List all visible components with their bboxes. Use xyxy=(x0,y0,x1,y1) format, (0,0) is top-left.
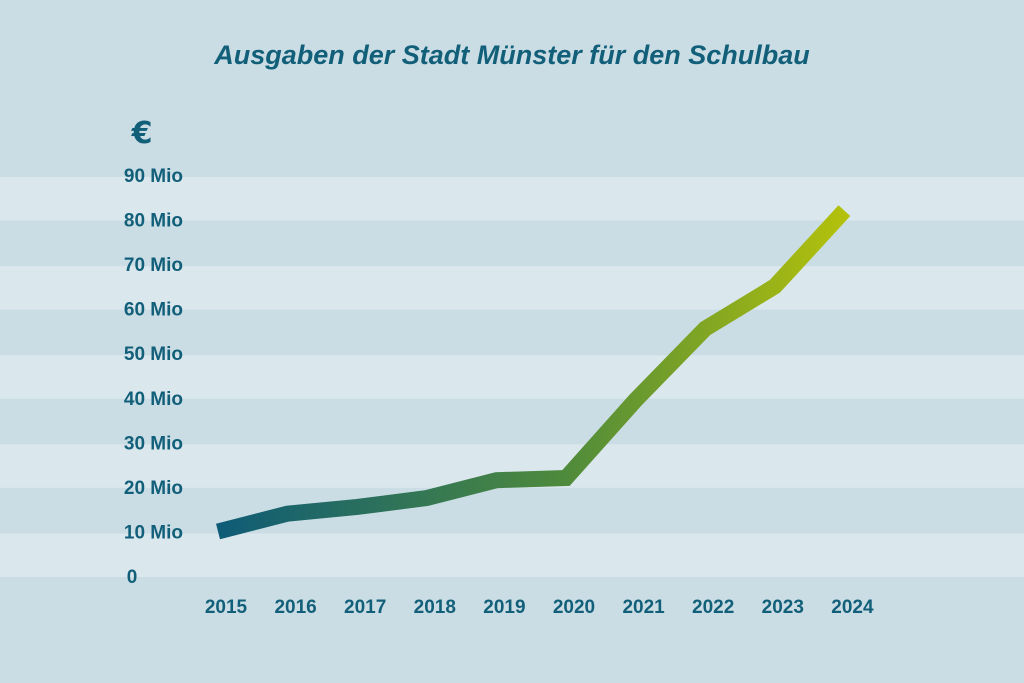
grid-band xyxy=(0,355,1024,399)
x-tick-label: 2020 xyxy=(553,597,595,618)
series-line-group xyxy=(216,205,851,540)
x-tick-label: 2021 xyxy=(622,597,665,618)
x-tick-label: 2018 xyxy=(414,597,456,618)
x-tick-label: 2023 xyxy=(762,597,804,618)
y-tick-label: 0 xyxy=(127,567,138,588)
x-tick-label: 2024 xyxy=(831,597,874,618)
y-tick-label: 10 Mio xyxy=(124,522,183,543)
y-axis: 0 10 Mio 20 Mio 30 Mio 40 Mio 50 Mio 60 Mio 70 … xyxy=(124,166,183,588)
y-tick-label: 90 Mio xyxy=(124,166,183,187)
x-axis: 2015 2016 2017 2018 2019 2020 2021 2022 2023 2024 xyxy=(205,597,874,618)
x-tick-label: 2016 xyxy=(274,597,316,618)
grid-band xyxy=(0,177,1024,221)
series-line xyxy=(216,205,851,540)
chart-title: Ausgaben der Stadt Münster für den Schul… xyxy=(213,40,810,70)
y-tick-label: 50 Mio xyxy=(124,344,183,365)
grid-band xyxy=(0,266,1024,310)
y-tick-label: 40 Mio xyxy=(124,389,183,410)
x-tick-label: 2022 xyxy=(692,597,734,618)
background-bands xyxy=(0,177,1024,577)
y-tick-label: 30 Mio xyxy=(124,433,183,454)
x-tick-label: 2017 xyxy=(344,597,386,618)
y-axis-unit-label: € xyxy=(131,116,153,151)
x-tick-label: 2019 xyxy=(483,597,525,618)
y-tick-label: 80 Mio xyxy=(124,211,183,232)
y-tick-label: 70 Mio xyxy=(124,255,183,276)
y-tick-label: 20 Mio xyxy=(124,478,183,499)
grid-band xyxy=(0,533,1024,577)
x-tick-label: 2015 xyxy=(205,597,248,618)
y-tick-label: 60 Mio xyxy=(124,300,183,321)
